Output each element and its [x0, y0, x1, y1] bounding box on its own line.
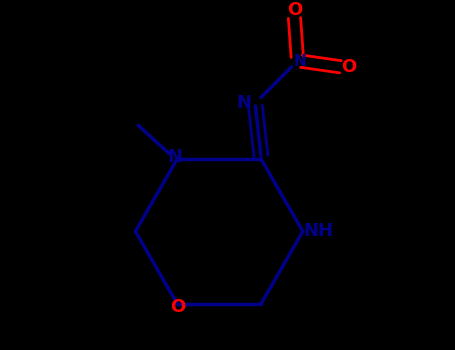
Text: N: N: [237, 94, 252, 112]
Text: O: O: [341, 58, 357, 76]
Text: NH: NH: [303, 222, 333, 240]
Text: O: O: [287, 1, 302, 19]
Text: O: O: [170, 298, 185, 316]
Text: N: N: [293, 54, 306, 69]
Text: N: N: [167, 148, 182, 167]
